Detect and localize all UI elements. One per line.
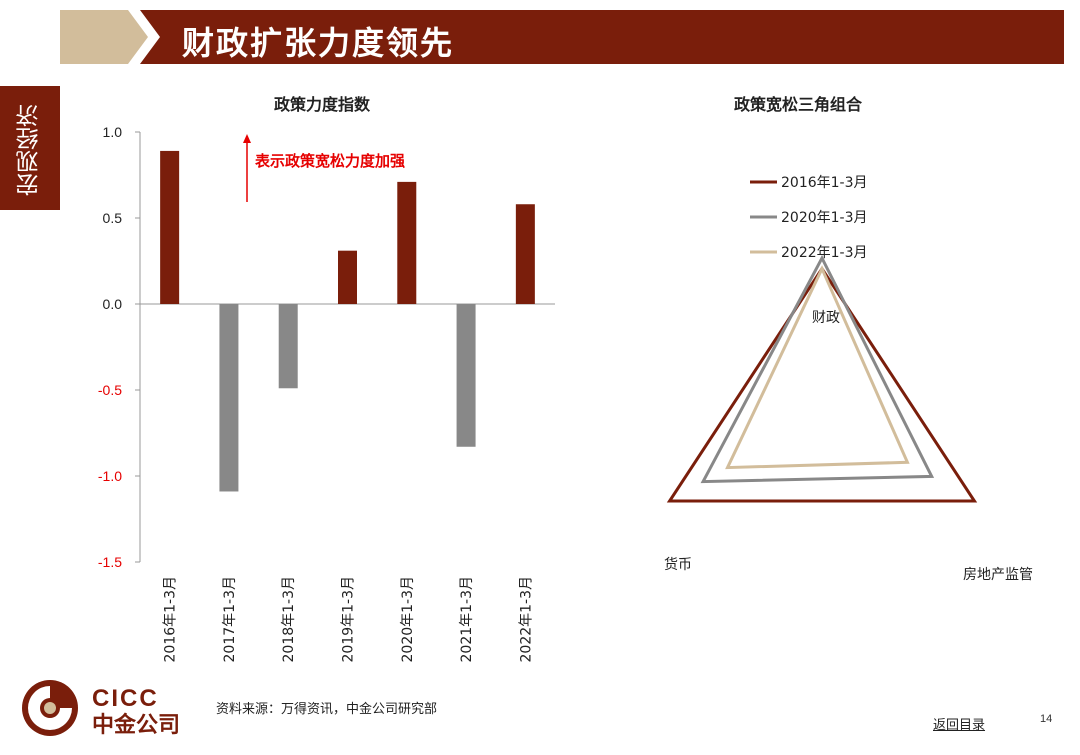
logo-en: CICC (92, 685, 159, 712)
radar-chart-title: 政策宽松三角组合 (734, 95, 863, 114)
radar-axis-label: 货币 (664, 556, 692, 573)
y-tick-label: -1.0 (98, 468, 122, 484)
page-number: 14 (1040, 713, 1053, 725)
annotation-arrow-head (243, 134, 251, 143)
y-tick-label: 1.0 (103, 124, 123, 140)
logo-cn: 中金公司 (92, 712, 180, 738)
page-title: 财政扩张力度领先 (182, 24, 455, 62)
x-tick-label: 2022年1-3月 (518, 576, 534, 663)
logo-dot (44, 702, 56, 714)
x-tick-label: 2021年1-3月 (459, 576, 475, 663)
bar-chart: 1.0 0.5 0.0 -0.5 -1.0 -1.5 2016年1-3月 2017年1-3月… (98, 124, 555, 663)
y-tick-label: 0.0 (103, 296, 123, 312)
radar-axis-label: 财政 (812, 310, 840, 326)
logo-swirl (28, 686, 72, 730)
bar (456, 304, 476, 447)
annotation-text: 表示政策宽松力度加强 (255, 152, 405, 170)
bar (278, 304, 298, 389)
bar-chart-axes (139, 132, 555, 562)
cicc-logo: CICC 中金公司 (22, 680, 180, 738)
header-brown-bar (140, 10, 1064, 64)
bar (160, 150, 180, 304)
radar-series-polygon (725, 265, 910, 470)
x-tick-label: 2020年1-3月 (400, 576, 416, 663)
x-tick-label: 2017年1-3月 (222, 576, 238, 663)
bar (338, 250, 357, 304)
source-note: 资料来源：万得资讯，中金公司研究部 (216, 702, 438, 717)
bar (397, 181, 417, 304)
bar-chart-bars (160, 150, 535, 492)
y-tick-label: 0.5 (103, 210, 123, 226)
y-tick-label: -1.5 (98, 554, 122, 570)
radar-legend: 2016年1-3月 2020年1-3月 2022年1-3月 (750, 175, 868, 261)
side-tab-label: 宏观经济 (17, 104, 43, 196)
back-to-contents-link[interactable]: 返回目录 (933, 718, 986, 733)
x-tick-label: 2016年1-3月 (163, 576, 179, 663)
radar-series (666, 254, 978, 503)
y-tick-label: -0.5 (98, 382, 122, 398)
legend-label: 2020年1-3月 (781, 210, 868, 226)
side-tab (0, 86, 60, 210)
header-banner (60, 10, 1064, 64)
bar (219, 304, 239, 492)
radar-series-polygon (666, 265, 978, 503)
bar-chart-annotation: 表示政策宽松力度加强 (243, 134, 405, 202)
legend-label: 2022年1-3月 (781, 245, 868, 261)
bar-chart-title: 政策力度指数 (274, 95, 371, 114)
bar-chart-yticks: 1.0 0.5 0.0 -0.5 -1.0 -1.5 (98, 124, 140, 570)
bar (515, 204, 535, 304)
header-tan-chevron (60, 10, 148, 64)
x-tick-label: 2019年1-3月 (341, 576, 357, 663)
bar-chart-xticks: 2016年1-3月 2017年1-3月 2018年1-3月 2019年1-3月 2020… (163, 576, 535, 663)
radar-series-polygon (700, 254, 935, 484)
x-tick-label: 2018年1-3月 (281, 576, 297, 663)
radar-axis-label: 房地产监管 (963, 567, 1033, 583)
legend-label: 2016年1-3月 (781, 175, 868, 191)
